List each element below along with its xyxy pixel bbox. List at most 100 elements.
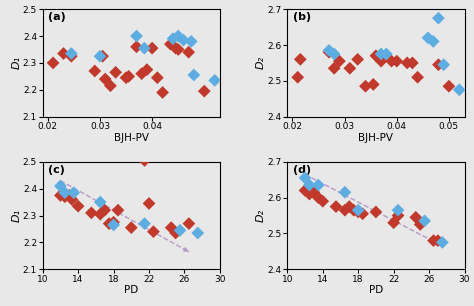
Point: [424, 35, 432, 40]
Point: [110, 220, 118, 225]
X-axis label: PD: PD: [124, 285, 138, 295]
Point: [434, 238, 442, 243]
Point: [341, 208, 349, 213]
Point: [61, 190, 69, 195]
Point: [154, 75, 161, 80]
Point: [301, 175, 309, 180]
Point: [172, 46, 179, 50]
Point: [355, 208, 362, 213]
Point: [306, 183, 313, 188]
Point: [394, 213, 402, 218]
Text: (d): (d): [292, 165, 311, 175]
X-axis label: BJH-PV: BJH-PV: [358, 132, 393, 143]
Point: [435, 16, 442, 21]
Point: [388, 59, 395, 64]
Point: [174, 34, 182, 39]
Point: [314, 183, 322, 188]
Point: [330, 66, 338, 71]
Point: [330, 51, 338, 56]
Point: [150, 229, 157, 234]
Point: [377, 59, 385, 64]
Y-axis label: D₂: D₂: [256, 209, 266, 222]
Point: [430, 238, 438, 243]
Point: [114, 208, 122, 213]
Point: [421, 218, 428, 223]
Point: [140, 46, 148, 50]
Point: [350, 208, 357, 213]
Point: [67, 51, 75, 56]
Point: [314, 195, 322, 200]
Y-axis label: D₂: D₂: [256, 56, 266, 69]
Point: [346, 66, 354, 71]
Point: [141, 221, 148, 226]
Point: [172, 230, 179, 235]
Point: [417, 222, 424, 227]
Point: [101, 76, 109, 81]
Point: [185, 50, 192, 54]
Point: [97, 200, 104, 204]
Point: [143, 67, 151, 72]
Point: [125, 74, 132, 79]
Point: [169, 36, 177, 41]
Point: [70, 190, 77, 195]
Point: [74, 204, 82, 209]
Point: [56, 193, 64, 198]
Point: [88, 211, 95, 215]
Point: [325, 48, 333, 53]
Point: [96, 54, 104, 59]
Point: [438, 240, 446, 245]
Point: [346, 204, 353, 209]
Point: [456, 87, 463, 92]
Point: [359, 211, 366, 216]
Point: [414, 75, 421, 80]
Point: [105, 221, 113, 226]
Point: [107, 83, 114, 88]
Y-axis label: D₁: D₁: [11, 209, 21, 222]
Point: [174, 47, 182, 52]
Point: [65, 193, 73, 198]
Point: [445, 84, 453, 89]
Point: [60, 51, 67, 56]
Point: [377, 51, 385, 56]
Point: [148, 46, 156, 50]
Point: [301, 188, 309, 193]
Point: [211, 78, 219, 83]
X-axis label: PD: PD: [369, 285, 383, 295]
Point: [409, 61, 416, 65]
Point: [49, 61, 57, 65]
Point: [56, 184, 64, 188]
Point: [429, 39, 437, 44]
Point: [141, 158, 148, 163]
Point: [167, 225, 175, 230]
Point: [383, 51, 390, 56]
Point: [370, 82, 377, 87]
Point: [122, 75, 130, 80]
Point: [319, 199, 327, 204]
Point: [393, 59, 401, 64]
Point: [176, 228, 184, 233]
Text: (b): (b): [292, 13, 311, 22]
Point: [310, 190, 318, 195]
Point: [110, 222, 118, 227]
Point: [306, 192, 313, 196]
X-axis label: BJH-PV: BJH-PV: [114, 132, 149, 143]
Point: [67, 54, 75, 59]
Point: [201, 89, 208, 94]
Point: [194, 230, 201, 235]
Point: [440, 62, 447, 67]
Point: [180, 38, 187, 43]
Text: (c): (c): [48, 165, 65, 175]
Point: [390, 220, 397, 225]
Text: (a): (a): [48, 13, 66, 22]
Point: [362, 84, 369, 89]
Point: [435, 62, 442, 67]
Point: [336, 59, 343, 64]
Point: [133, 34, 140, 39]
Point: [332, 204, 340, 209]
Point: [372, 210, 380, 215]
Point: [101, 208, 109, 213]
Point: [187, 39, 195, 44]
Point: [159, 90, 166, 95]
Point: [355, 210, 362, 215]
Point: [112, 70, 119, 75]
